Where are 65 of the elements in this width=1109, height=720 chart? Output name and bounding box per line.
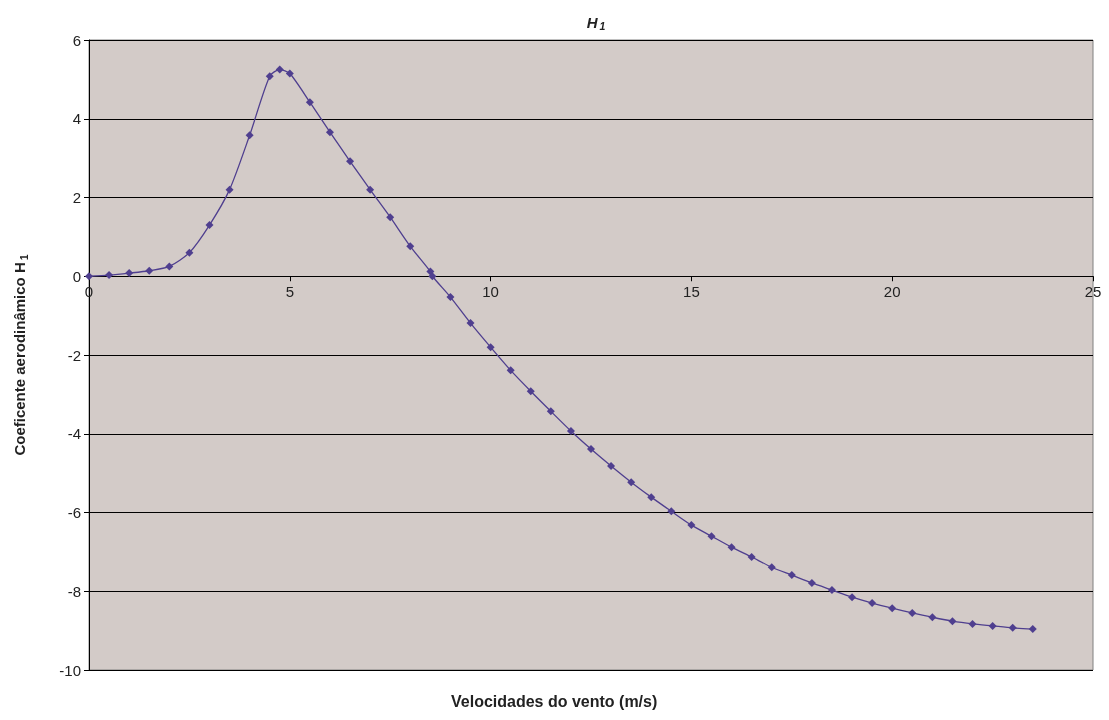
point bbox=[627, 478, 636, 487]
point bbox=[366, 185, 375, 194]
y-tick-label: -6 bbox=[67, 504, 81, 521]
point bbox=[346, 157, 355, 166]
x-tick-label: 20 bbox=[883, 283, 901, 301]
point bbox=[727, 543, 736, 552]
point bbox=[908, 608, 917, 617]
y-tick-label: -2 bbox=[67, 346, 81, 364]
y-tick-label: -4 bbox=[67, 425, 81, 443]
x-tick-label: 10 bbox=[482, 283, 499, 301]
x-tick-label: 5 bbox=[285, 283, 294, 301]
point bbox=[105, 271, 114, 280]
point bbox=[85, 272, 93, 281]
point bbox=[787, 571, 796, 580]
point bbox=[285, 69, 294, 78]
y-tick-label: 0 bbox=[72, 267, 81, 285]
y-tick-label: -8 bbox=[67, 582, 81, 600]
point bbox=[1028, 625, 1037, 634]
point bbox=[386, 213, 395, 222]
point bbox=[988, 621, 997, 630]
point bbox=[305, 98, 314, 107]
point bbox=[225, 185, 234, 194]
point bbox=[205, 221, 214, 230]
point bbox=[526, 387, 535, 396]
point bbox=[1008, 623, 1017, 632]
x-tick-label: 25 bbox=[1084, 283, 1102, 301]
point bbox=[185, 248, 194, 257]
point bbox=[275, 65, 284, 74]
point bbox=[165, 262, 174, 271]
x-tick-label: 15 bbox=[683, 283, 700, 301]
point bbox=[125, 269, 134, 278]
point bbox=[827, 586, 836, 595]
point bbox=[848, 593, 857, 602]
y-tick-label: 6 bbox=[72, 31, 81, 49]
point bbox=[667, 507, 676, 516]
point bbox=[647, 493, 656, 502]
point bbox=[428, 272, 437, 281]
point bbox=[888, 604, 897, 613]
point bbox=[546, 407, 555, 416]
x-axis-title: Velocidades do vento (m/s) bbox=[451, 692, 658, 710]
point bbox=[587, 445, 595, 454]
point bbox=[687, 521, 696, 530]
point bbox=[707, 532, 716, 541]
point bbox=[868, 599, 877, 608]
point bbox=[446, 293, 455, 302]
point bbox=[466, 319, 475, 328]
y-tick-label: -10 bbox=[59, 661, 81, 679]
point bbox=[747, 552, 756, 561]
point bbox=[968, 619, 977, 628]
point bbox=[948, 617, 957, 626]
point bbox=[566, 426, 575, 435]
point bbox=[265, 72, 274, 81]
y-tick-label: 2 bbox=[72, 189, 81, 206]
y-axis-title: Coeficente aerodinâmico H1 bbox=[11, 254, 30, 456]
point bbox=[325, 128, 334, 137]
point bbox=[145, 266, 154, 275]
point bbox=[767, 563, 776, 572]
point bbox=[607, 462, 616, 471]
point bbox=[807, 578, 816, 587]
point bbox=[928, 613, 937, 622]
point bbox=[486, 343, 495, 352]
point bbox=[406, 242, 415, 251]
y-tick-label: 4 bbox=[72, 110, 81, 128]
point bbox=[506, 366, 515, 375]
point bbox=[245, 131, 254, 140]
